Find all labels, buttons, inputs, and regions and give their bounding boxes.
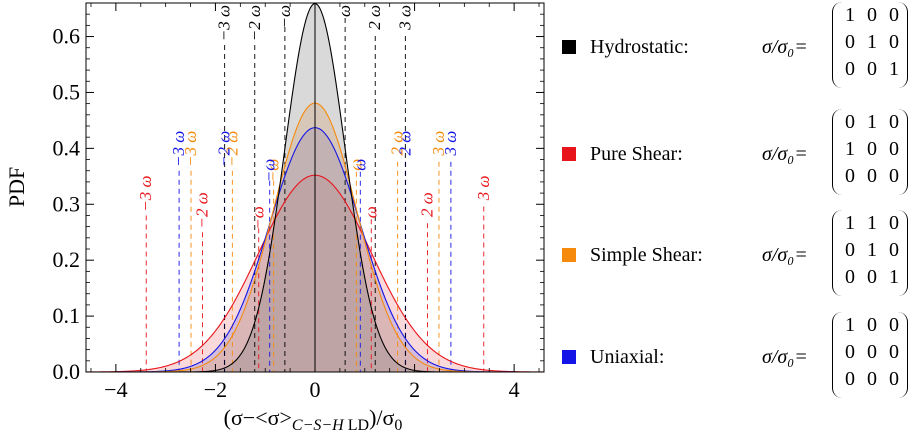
omega-label-pure-shear: −ω bbox=[249, 206, 268, 229]
matrix-cell: 1 bbox=[867, 31, 877, 53]
matrix-cell: 0 bbox=[889, 4, 899, 26]
omega-label-simple-shear: −3 ω bbox=[181, 131, 200, 167]
y-tick-label: 0.4 bbox=[53, 135, 81, 160]
omega-label-uniaxial: 2 ω bbox=[396, 131, 415, 156]
omega-label-simple-shear: −2 ω bbox=[222, 131, 241, 167]
y-axis-label: PDF bbox=[4, 167, 29, 207]
omega-label-pure-shear: 2 ω bbox=[418, 192, 437, 217]
matrix-cell: 0 bbox=[889, 31, 899, 53]
omega-label-hydrostatic: 2 ω bbox=[365, 5, 384, 30]
x-tick-label: −2 bbox=[204, 377, 227, 402]
matrix-cell: 0 bbox=[845, 58, 855, 80]
legend-label: Uniaxial: bbox=[590, 346, 665, 368]
y-tick-label: 0.2 bbox=[53, 247, 81, 272]
legend-label: Pure Shear: bbox=[590, 143, 683, 165]
matrix-cell: 0 bbox=[867, 58, 877, 80]
matrix-cell: 0 bbox=[845, 111, 855, 133]
omega-label-hydrostatic: 3 ω bbox=[395, 5, 414, 31]
omega-label-uniaxial: ω bbox=[350, 159, 369, 171]
matrix-cell: 0 bbox=[867, 266, 877, 288]
x-tick-label: 2 bbox=[409, 377, 420, 402]
y-tick-label: 0.5 bbox=[53, 79, 81, 104]
matrix-cell: 1 bbox=[867, 239, 877, 261]
stress-equation: σ/σ₀= bbox=[762, 36, 808, 58]
legend-swatch bbox=[562, 350, 576, 364]
matrix-cell: 1 bbox=[867, 212, 877, 234]
matrix-cell: 0 bbox=[889, 138, 899, 160]
omega-label-hydrostatic: −2 ω bbox=[245, 5, 264, 41]
x-tick-label: 4 bbox=[509, 377, 520, 402]
matrix-cell: 1 bbox=[867, 111, 877, 133]
stress-equation: σ/σ₀= bbox=[762, 346, 808, 368]
matrix-cell: 0 bbox=[845, 239, 855, 261]
omega-labels: −3 ω −2 ω −ω ω 2 ω 3 ω −3 ω −2 ω −ω ω 2 ω 3 ω −3 ω −2… bbox=[136, 5, 493, 230]
omega-label-uniaxial: 3 ω bbox=[441, 131, 460, 157]
omega-label-hydrostatic: −ω bbox=[275, 5, 294, 28]
matrix-cell: 0 bbox=[889, 165, 899, 187]
matrix-cell: 0 bbox=[889, 368, 899, 390]
matrix-cell: 0 bbox=[845, 368, 855, 390]
legend-swatch bbox=[562, 40, 576, 54]
matrix-cell: 1 bbox=[845, 212, 855, 234]
matrix-cell: 0 bbox=[867, 165, 877, 187]
matrix-cell: 0 bbox=[889, 341, 899, 363]
legend-swatch bbox=[562, 147, 576, 161]
omega-label-pure-shear: 3 ω bbox=[474, 176, 493, 202]
matrix-cell: 0 bbox=[867, 368, 877, 390]
matrix-cell: 0 bbox=[867, 314, 877, 336]
matrix-cell: 1 bbox=[845, 4, 855, 26]
omega-label-uniaxial: −ω bbox=[260, 159, 279, 182]
omega-label-simple-shear: −ω bbox=[264, 159, 283, 182]
matrix-cell: 1 bbox=[889, 266, 899, 288]
omega-label-pure-shear: ω bbox=[361, 206, 380, 218]
omega-label-simple-shear: 2 ω bbox=[388, 131, 407, 156]
omega-label-hydrostatic: ω bbox=[335, 5, 354, 17]
omega-label-hydrostatic: −3 ω bbox=[215, 5, 234, 41]
axis-ticks: −4 −2 0 2 4 0.0 0.1 0.2 0.3 0.4 0.5 0.6 bbox=[53, 3, 544, 402]
matrix-cell: 0 bbox=[845, 266, 855, 288]
y-tick-label: 0.6 bbox=[53, 24, 81, 49]
stress-equation: σ/σ₀= bbox=[762, 143, 808, 165]
omega-label-pure-shear: −2 ω bbox=[192, 192, 211, 228]
matrix-cell: 1 bbox=[845, 138, 855, 160]
matrix-cell: 0 bbox=[889, 111, 899, 133]
legend-label: Simple Shear: bbox=[590, 244, 703, 266]
omega-label-uniaxial: −3 ω bbox=[169, 131, 188, 167]
stress-equation: σ/σ₀= bbox=[762, 244, 808, 266]
omega-markers bbox=[145, 18, 485, 372]
pdf-chart: −4 −2 0 2 4 0.0 0.1 0.2 0.3 0.4 0.5 0.6 −3 ω −2 ω −ω ω… bbox=[4, 2, 545, 434]
matrix-cell: 0 bbox=[889, 212, 899, 234]
legend-label: Hydrostatic: bbox=[590, 36, 689, 58]
omega-label-simple-shear: ω bbox=[346, 159, 365, 171]
matrix-cell: 0 bbox=[845, 341, 855, 363]
matrix-cell: 0 bbox=[845, 165, 855, 187]
matrix-cell: 0 bbox=[867, 138, 877, 160]
matrix-cell: 0 bbox=[867, 341, 877, 363]
x-axis-label: (σ−<σ>C−S−H LD)/σ0 bbox=[224, 405, 403, 434]
y-tick-label: 0.1 bbox=[53, 303, 81, 328]
legend-swatch bbox=[562, 248, 576, 262]
matrix-cell: 0 bbox=[889, 314, 899, 336]
y-tick-label: 0.3 bbox=[53, 191, 81, 216]
matrix-cell: 0 bbox=[889, 239, 899, 261]
omega-label-uniaxial: −2 ω bbox=[214, 131, 233, 167]
matrix-cell: 0 bbox=[867, 4, 877, 26]
x-tick-label: 0 bbox=[310, 377, 321, 402]
matrix-cell: 0 bbox=[845, 31, 855, 53]
omega-label-simple-shear: 3 ω bbox=[429, 131, 448, 157]
x-tick-label: −4 bbox=[104, 377, 127, 402]
matrix-cell: 1 bbox=[889, 58, 899, 80]
y-tick-label: 0.0 bbox=[53, 359, 81, 384]
omega-label-pure-shear: −3 ω bbox=[136, 176, 155, 212]
matrix-cell: 1 bbox=[845, 314, 855, 336]
